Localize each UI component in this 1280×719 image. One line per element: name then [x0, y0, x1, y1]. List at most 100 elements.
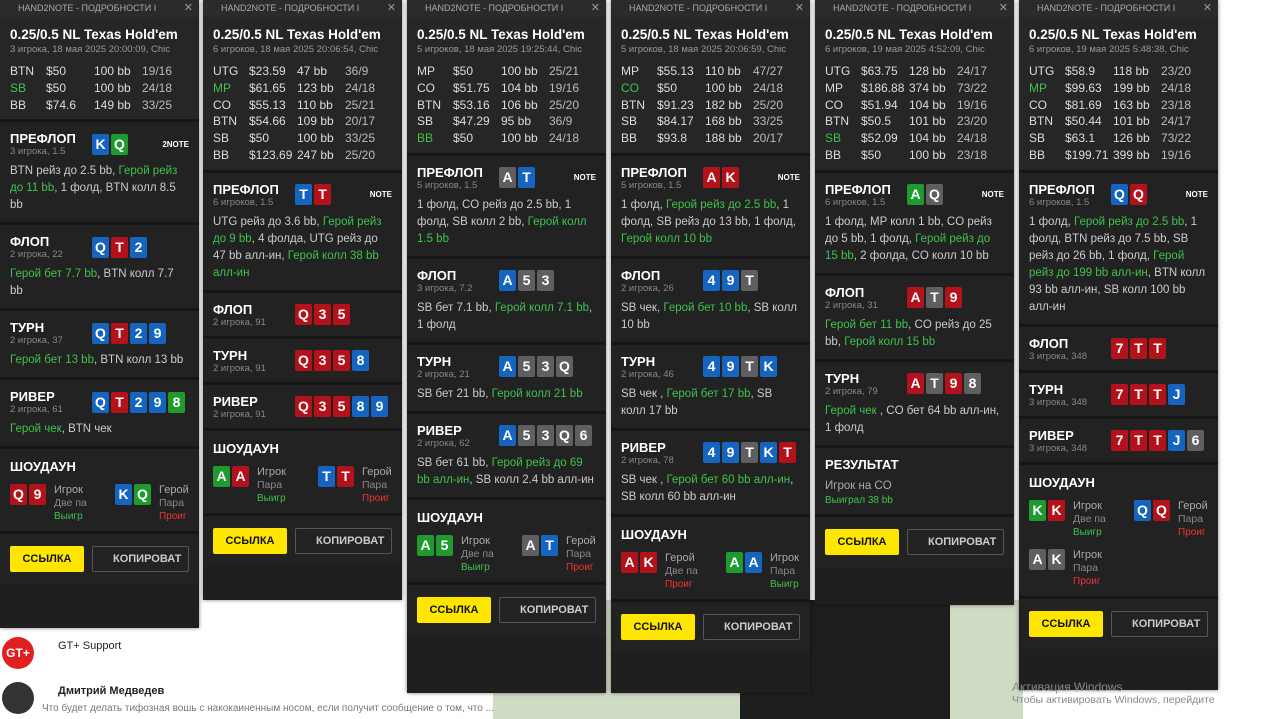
- street-info: 2 игрока, 62: [417, 437, 470, 449]
- street-action: SB чек, Герой бет 10 bb, SB колл 10 bb: [621, 300, 800, 334]
- card: T: [741, 442, 758, 464]
- close-button[interactable]: ✕: [386, 2, 396, 14]
- street-title: ТУРН: [621, 353, 656, 369]
- players: MP $50 100 bb 25/21 CO $51.75 104 bb 19/16 BTN $5…: [417, 63, 596, 147]
- card: 8: [352, 350, 369, 372]
- copy-button[interactable]: КОПИРОВАТ: [499, 596, 596, 623]
- player-stack: $99.63: [1065, 80, 1102, 95]
- copy-button[interactable]: КОПИРОВАТ: [295, 527, 392, 554]
- player-row: UTG $58.9 118 bb 23/20: [1029, 63, 1208, 80]
- hand-subtitle: 5 игроков, 18 мая 2025 19:25:44, Chic: [417, 44, 582, 55]
- card: K: [760, 356, 777, 378]
- close-button[interactable]: ✕: [998, 2, 1008, 14]
- street-head: ПРЕФЛОП 3 игрока, 1.5 K Q 2NOTE: [10, 131, 189, 157]
- copy-button[interactable]: КОПИРОВАТ: [907, 528, 1004, 555]
- player-bb: 101 bb: [909, 114, 946, 129]
- card: 5: [333, 396, 350, 418]
- showdown-title: ШОУДАУН: [213, 440, 279, 456]
- action-segment: , BTN колл 93 bb алл-ин, SB колл 100 bb …: [1029, 266, 1206, 313]
- copy-button[interactable]: КОПИРОВАТ: [703, 613, 800, 640]
- buttons: ССЫЛКА КОПИРОВАТ: [815, 513, 1014, 567]
- card: 7: [1111, 384, 1128, 406]
- street-name: ТУРН 2 игрока, 37: [10, 320, 92, 346]
- link-button[interactable]: ССЫЛКА: [417, 596, 491, 623]
- copy-button[interactable]: КОПИРОВАТ: [1111, 610, 1208, 637]
- player-row: MP $61.65 123 bb 24/18: [213, 80, 392, 97]
- action-segment: Герой колл 21 bb: [491, 387, 583, 400]
- player-row: CO $50 100 bb 24/18: [621, 80, 800, 97]
- action-segment: , BTN колл 13 bb: [93, 354, 184, 367]
- card: T: [518, 167, 535, 189]
- card: A: [726, 551, 743, 573]
- street-title: ТУРН: [10, 320, 45, 336]
- card: T: [1130, 338, 1147, 360]
- link-button[interactable]: ССЫЛКА: [10, 546, 84, 573]
- player-row: SB $63.1 126 bb 73/22: [1029, 130, 1208, 147]
- street: ФЛОП 2 игрока, 26 4 9 T SB чек, Герой бет 10 …: [611, 255, 810, 342]
- close-button[interactable]: ✕: [794, 2, 804, 14]
- player-stats: 23/20: [957, 114, 988, 129]
- card: T: [926, 287, 943, 309]
- card: A: [417, 534, 434, 556]
- hand-player: Игрок: [257, 465, 286, 478]
- player-stack: $53.16: [453, 97, 490, 112]
- hand-result: Выигр: [257, 492, 286, 504]
- link-button[interactable]: ССЫЛКА: [825, 528, 899, 555]
- window-header: HAND2NOTE - ПОДРОБНОСТИ I ✕: [611, 0, 810, 17]
- street-info: 3 игрока, 1.5: [10, 146, 66, 158]
- player-row: BB $50 100 bb 23/18: [825, 147, 1004, 164]
- street-name: ФЛОП 2 игрока, 31: [825, 285, 907, 311]
- copy-button[interactable]: КОПИРОВАТ: [92, 546, 189, 573]
- hand-result: Выигр: [1073, 526, 1102, 538]
- card: Q: [92, 322, 109, 344]
- player-stack: $51.75: [453, 80, 490, 95]
- street-action: SB бет 7.1 bb, Герой колл 7.1 bb, 1 фолд: [417, 300, 596, 334]
- action-segment: , SB колл 60 bb алл-ин: [621, 473, 794, 503]
- street-head: РИВЕР 2 игрока, 78 4 9 T K T: [621, 440, 800, 466]
- hand-panel: HAND2NOTE - ПОДРОБНОСТИ I ✕ 0.25/0.5 NL Te…: [611, 0, 810, 693]
- action-segment: Герой рейз до 15 bb: [825, 232, 991, 262]
- card: Q: [926, 184, 943, 206]
- card: 5: [518, 425, 535, 447]
- card: K: [115, 484, 132, 506]
- street-info: 6 игроков, 1.5: [1029, 196, 1090, 208]
- street-name: ТУРН 2 игрока, 21: [417, 354, 499, 380]
- street-head: ПРЕФЛОП 6 игроков, 1.5 Q Q NOTE: [1029, 182, 1208, 208]
- card: A: [907, 373, 924, 395]
- close-button[interactable]: ✕: [1202, 2, 1212, 14]
- player-bb: 149 bb: [94, 97, 131, 112]
- player-row: CO $81.69 163 bb 23/18: [1029, 97, 1208, 114]
- chat-name[interactable]: Дмитрий Медведев: [58, 685, 165, 697]
- player-stats: 20/17: [345, 114, 376, 129]
- card: T: [1130, 430, 1147, 452]
- card: T: [1149, 384, 1166, 406]
- showdown-hand: T T Герой Пара Проиг: [318, 465, 402, 505]
- street-name: ПРЕФЛОП 5 игроков, 1.5: [621, 165, 703, 191]
- player-stack: $52.09: [861, 131, 898, 146]
- card: 6: [1187, 430, 1204, 452]
- street-name: ПРЕФЛОП 3 игрока, 1.5: [10, 131, 92, 157]
- watermark: Активация Windows Чтобы активировать Win…: [1012, 680, 1215, 706]
- chat-name[interactable]: GT+ Support: [58, 640, 122, 652]
- link-button[interactable]: ССЫЛКА: [1029, 610, 1103, 637]
- close-button[interactable]: ✕: [183, 2, 193, 14]
- card: 8: [964, 373, 981, 395]
- showdown-title: ШОУДАУН: [621, 526, 687, 542]
- showdown-hand: A A Игрок Пара Выигр: [213, 465, 318, 505]
- card: 2: [130, 391, 147, 413]
- action-segment: SB чек,: [621, 301, 664, 314]
- card: T: [111, 236, 128, 258]
- street-name: ФЛОП 2 игрока, 22: [10, 234, 92, 260]
- players: MP $55.13 110 bb 47/27 CO $50 100 bb 24/18 BTN $9…: [621, 63, 800, 147]
- player-row: SB $84.17 168 bb 33/25: [621, 113, 800, 130]
- close-button[interactable]: ✕: [590, 2, 600, 14]
- card: 7: [1111, 430, 1128, 452]
- link-button[interactable]: ССЫЛКА: [621, 613, 695, 640]
- link-button[interactable]: ССЫЛКА: [213, 527, 287, 554]
- action-segment: Герой бет 7.7 bb: [10, 268, 98, 281]
